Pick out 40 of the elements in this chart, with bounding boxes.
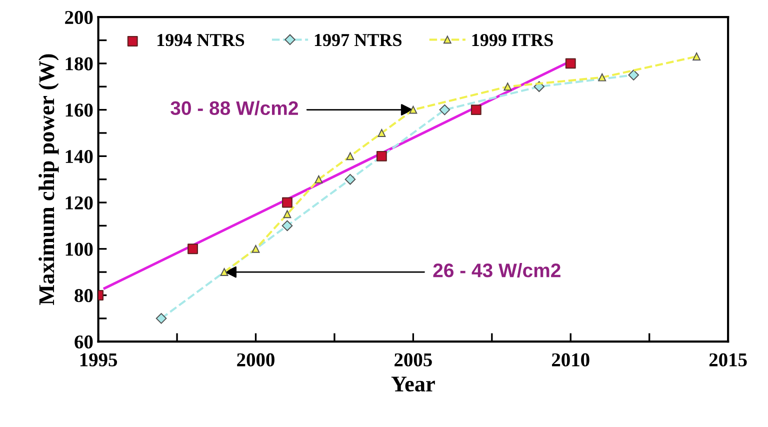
point	[504, 82, 512, 91]
point	[378, 129, 386, 137]
y-tick-label: 80	[74, 289, 93, 302]
x-tick-label: 2005	[394, 353, 432, 366]
y-axis-title: Maximum chip power (W)	[38, 54, 59, 305]
y-tick-label: 180	[66, 57, 93, 70]
y-tick-label: 160	[66, 104, 93, 117]
y-tick-label: 100	[66, 242, 93, 256]
annotation: 30 - 88 W/cm2	[170, 100, 298, 116]
point	[470, 104, 482, 116]
x-tick-label: 2000	[237, 353, 274, 366]
legend-label: 1997 NTRS	[314, 34, 402, 46]
point	[314, 175, 323, 184]
point	[282, 220, 293, 232]
point	[409, 106, 418, 114]
y-tick-label: 120	[66, 196, 93, 210]
point	[598, 73, 606, 82]
point	[439, 104, 450, 116]
legend-label: 1999 ITRS	[472, 34, 553, 46]
point	[628, 70, 639, 80]
y-tick-label: 140	[66, 150, 93, 164]
legend-label: 1994 NTRS	[158, 34, 244, 46]
x-axis-title: Year	[391, 376, 435, 392]
point	[282, 197, 292, 208]
point	[283, 210, 292, 218]
point	[344, 174, 356, 185]
point	[220, 268, 228, 276]
x-tick-label: 1995	[80, 353, 118, 366]
x-tick-label: 2015	[709, 353, 747, 366]
point	[156, 313, 167, 324]
point	[252, 244, 260, 253]
y-tick-label: 200	[65, 10, 93, 24]
point	[376, 150, 387, 162]
point	[692, 52, 701, 60]
point	[188, 244, 198, 254]
point	[346, 152, 354, 160]
annotation: 26 - 43 W/cm2	[433, 262, 560, 278]
point	[565, 58, 576, 69]
x-tick-label: 2010	[552, 353, 590, 366]
y-tick-label: 60	[74, 335, 93, 349]
